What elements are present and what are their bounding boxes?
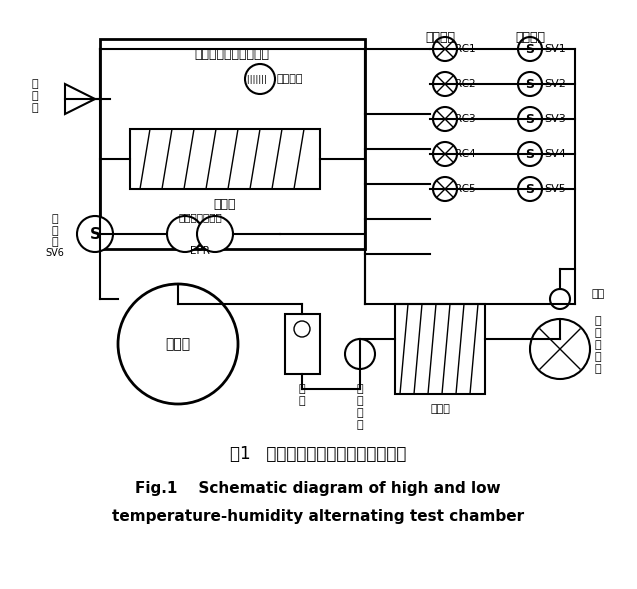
- Text: temperature-humidity alternating test chamber: temperature-humidity alternating test ch…: [112, 509, 524, 524]
- Text: 电: 电: [52, 214, 59, 224]
- Circle shape: [550, 289, 570, 309]
- Text: RC4: RC4: [455, 149, 475, 159]
- Text: 膨胀阀组: 膨胀阀组: [425, 31, 455, 44]
- Circle shape: [433, 142, 457, 166]
- Text: S: S: [526, 112, 534, 125]
- Circle shape: [433, 37, 457, 61]
- Text: 循环风扇: 循环风扇: [276, 74, 303, 84]
- Text: 扇: 扇: [357, 420, 363, 430]
- Text: 热: 热: [32, 103, 38, 113]
- Bar: [130, 129, 320, 189]
- Circle shape: [433, 177, 457, 201]
- Circle shape: [518, 107, 542, 131]
- Text: 图1   高低温交变湿热试验箱实验装置: 图1 高低温交变湿热试验箱实验装置: [230, 445, 406, 463]
- Text: 冷凝器: 冷凝器: [430, 404, 450, 414]
- Text: SV1: SV1: [544, 44, 566, 54]
- Text: 滤: 滤: [595, 352, 601, 362]
- Text: S: S: [526, 78, 534, 91]
- Text: Fig.1    Schematic diagram of high and low: Fig.1 Schematic diagram of high and low: [135, 481, 501, 497]
- Circle shape: [518, 177, 542, 201]
- Text: S: S: [90, 227, 101, 241]
- Text: 电: 电: [32, 79, 38, 89]
- Circle shape: [345, 339, 375, 369]
- Text: 磁: 磁: [52, 226, 59, 236]
- Text: RC3: RC3: [455, 114, 475, 124]
- Text: S: S: [526, 42, 534, 55]
- Circle shape: [118, 284, 238, 404]
- Text: EPR: EPR: [190, 246, 210, 256]
- Circle shape: [518, 72, 542, 96]
- Text: 视镜: 视镜: [591, 289, 605, 299]
- Circle shape: [294, 321, 310, 337]
- Bar: [100, 39, 365, 249]
- Polygon shape: [65, 84, 95, 114]
- Text: 风: 风: [357, 408, 363, 418]
- Text: S: S: [526, 183, 534, 196]
- Circle shape: [197, 216, 233, 252]
- Text: 器: 器: [595, 364, 601, 374]
- Text: RC1: RC1: [455, 44, 475, 54]
- Text: SV4: SV4: [544, 149, 566, 159]
- Circle shape: [245, 64, 275, 94]
- Text: 蒸发压力调节阀: 蒸发压力调节阀: [178, 212, 222, 222]
- Bar: [395, 304, 485, 394]
- Circle shape: [530, 319, 590, 379]
- Text: 过: 过: [595, 340, 601, 350]
- Circle shape: [433, 107, 457, 131]
- Text: 压缩机: 压缩机: [166, 337, 190, 351]
- Text: 高低温交变湿热试验箱: 高低温交变湿热试验箱: [194, 48, 269, 61]
- Text: 分: 分: [299, 396, 305, 406]
- Text: 加: 加: [32, 91, 38, 101]
- Text: RC2: RC2: [455, 79, 475, 89]
- Text: ||||||||: ||||||||: [243, 74, 266, 84]
- Text: 油: 油: [299, 384, 305, 394]
- Circle shape: [518, 142, 542, 166]
- Bar: [285, 314, 320, 374]
- Text: RC5: RC5: [455, 184, 475, 194]
- Text: SV6: SV6: [46, 248, 64, 258]
- Text: S: S: [526, 147, 534, 160]
- Text: 电磁阀组: 电磁阀组: [515, 31, 545, 44]
- Text: 燥: 燥: [595, 328, 601, 338]
- Text: SV3: SV3: [544, 114, 566, 124]
- Text: SV2: SV2: [544, 79, 566, 89]
- Text: SV5: SV5: [544, 184, 566, 194]
- Circle shape: [77, 216, 113, 252]
- Circle shape: [518, 37, 542, 61]
- Text: 干: 干: [595, 316, 601, 326]
- Text: 阀: 阀: [52, 237, 59, 247]
- Circle shape: [167, 216, 203, 252]
- Text: 循: 循: [357, 384, 363, 394]
- Circle shape: [433, 72, 457, 96]
- Text: 环: 环: [357, 396, 363, 406]
- Text: 蒸发器: 蒸发器: [214, 197, 236, 210]
